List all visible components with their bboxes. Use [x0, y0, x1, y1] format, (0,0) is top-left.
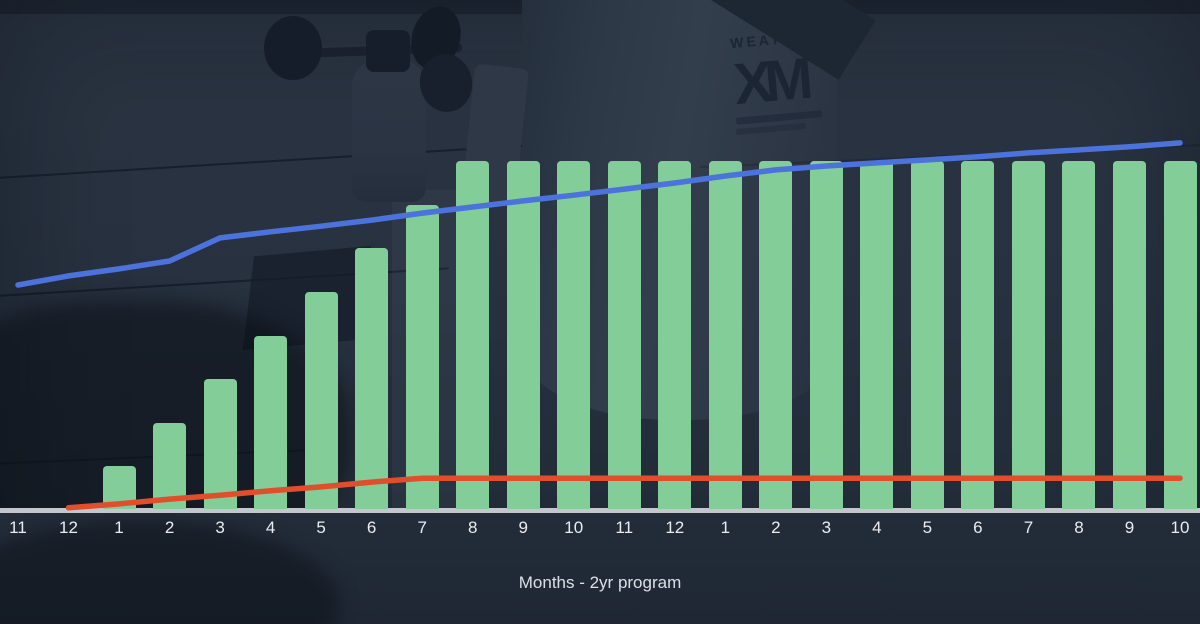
x-tick-label: 3 — [821, 518, 832, 537]
x-tick-label: 2 — [164, 518, 175, 537]
bar — [203, 379, 237, 509]
x-tick-label: 6 — [366, 518, 377, 537]
blue-line — [15, 140, 1183, 288]
x-tick-label: 7 — [1023, 518, 1034, 537]
x-tick-label: 10 — [564, 518, 584, 537]
bar — [961, 161, 995, 509]
bar — [910, 161, 944, 509]
x-tick-label: 12 — [59, 518, 78, 537]
x-tick-label: 1 — [720, 518, 731, 537]
bar — [708, 161, 742, 509]
x-tick-label: 8 — [1074, 518, 1084, 537]
bar — [1112, 161, 1146, 509]
x-tick-label: 8 — [467, 518, 478, 537]
ground-area — [0, 513, 1200, 624]
red-line — [65, 475, 1183, 511]
bar — [254, 335, 288, 509]
x-axis-title: Months - 2yr program — [518, 573, 682, 592]
bar — [456, 161, 490, 509]
x-tick-label: 10 — [1170, 518, 1190, 537]
x-tick-label: 11 — [615, 518, 634, 537]
x-tick-label: 4 — [872, 518, 882, 537]
x-tick-label: 5 — [922, 518, 933, 537]
x-tick-label: 4 — [265, 518, 276, 537]
bar — [355, 248, 389, 509]
x-tick-label: 9 — [518, 518, 528, 537]
x-axis-line — [0, 508, 1200, 513]
bar — [607, 161, 641, 509]
x-tick-label: 6 — [973, 518, 983, 537]
bar — [759, 161, 793, 509]
x-tick-label: 2 — [771, 518, 781, 537]
anemometer-cup-icon — [264, 16, 322, 80]
x-tick-label: 1 — [114, 518, 124, 537]
anemometer-hub — [366, 30, 410, 72]
bar — [658, 161, 692, 509]
bar — [557, 161, 591, 509]
bar — [153, 422, 187, 509]
bar — [860, 161, 894, 509]
bar — [506, 161, 540, 509]
x-tick-label: 12 — [665, 518, 685, 537]
bar — [1062, 161, 1096, 509]
x-tick-label: 3 — [215, 518, 225, 537]
sensor-housing — [352, 60, 426, 202]
x-tick-label: 5 — [316, 518, 326, 537]
bar — [405, 204, 439, 509]
bar — [1011, 161, 1045, 509]
x-tick-label: 11 — [9, 518, 27, 537]
x-tick-label: 9 — [1124, 518, 1135, 537]
x-tick-label: 7 — [417, 518, 427, 537]
bar — [1163, 161, 1197, 509]
bar — [304, 292, 338, 509]
bar — [809, 161, 843, 509]
